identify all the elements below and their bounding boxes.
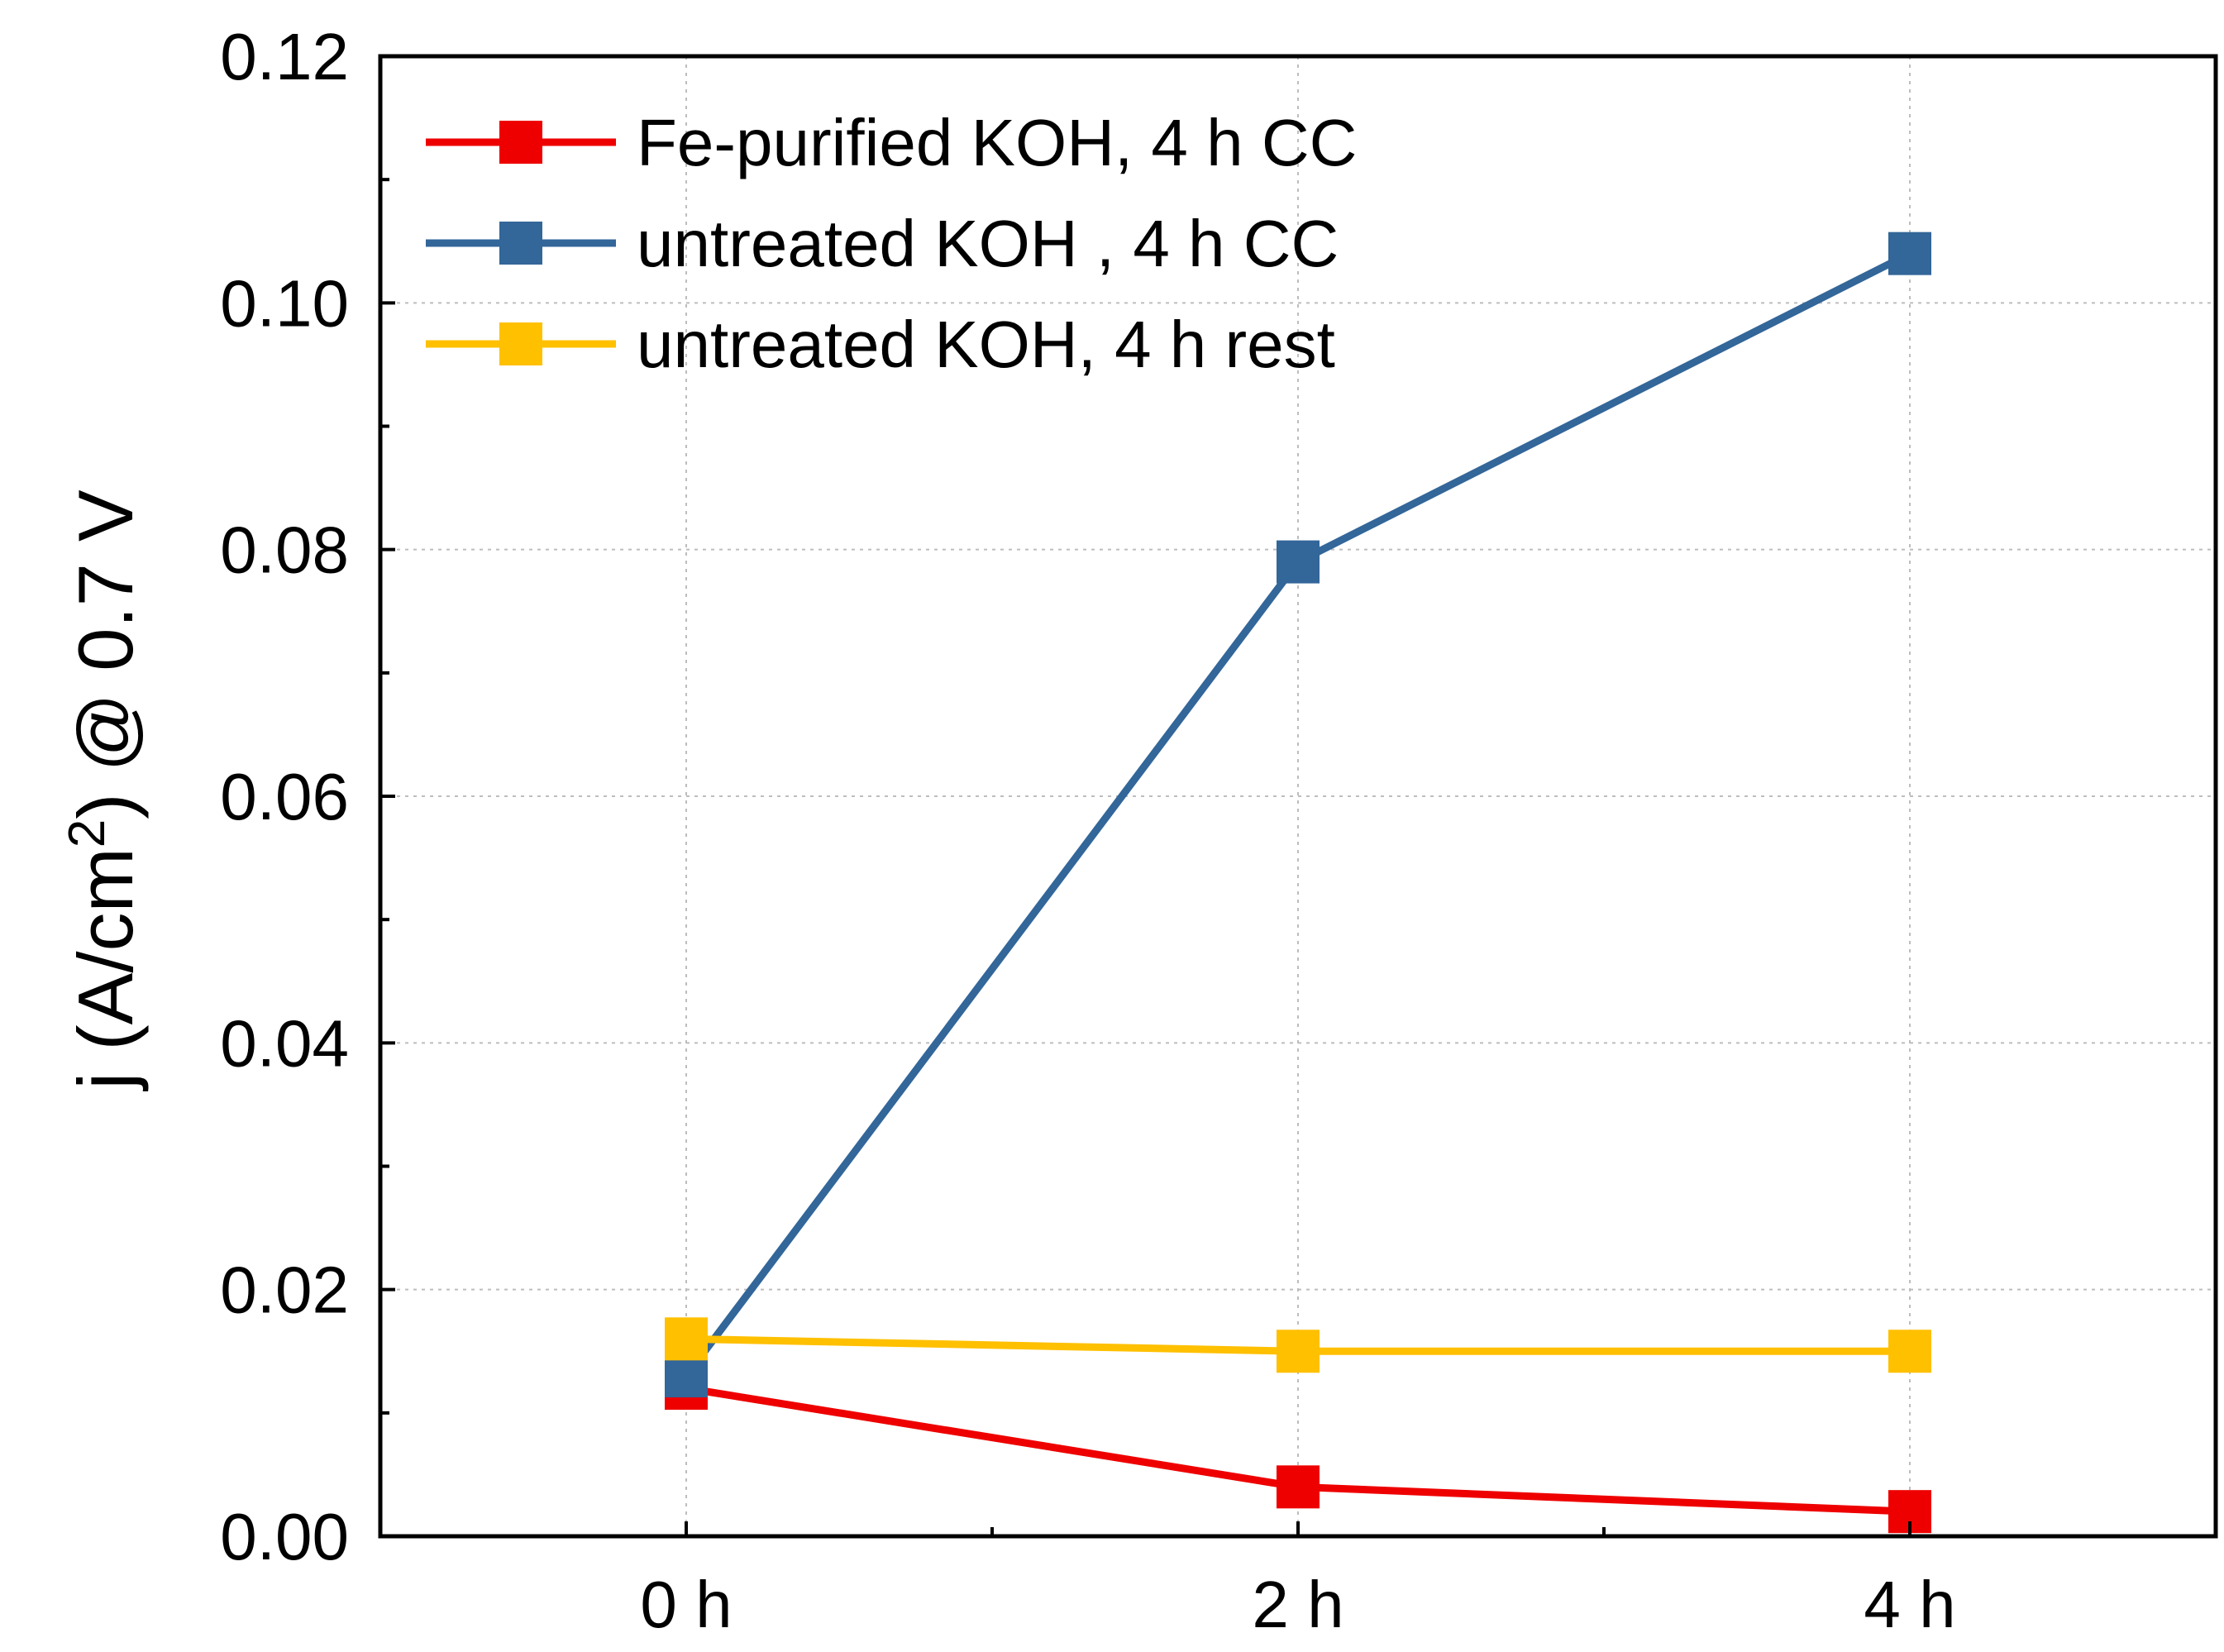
data-point	[665, 1354, 708, 1398]
legend-label: untreated KOH, 4 h rest	[637, 308, 1335, 381]
y-tick-label: 0.00	[220, 1500, 349, 1573]
x-tick-label: 0 h	[640, 1568, 732, 1641]
y-tick-label: 0.04	[220, 1006, 349, 1080]
legend-label: Fe-purified KOH, 4 h CC	[637, 106, 1357, 179]
grid-lines	[380, 56, 2216, 1536]
legend: Fe-purified KOH, 4 h CC untreated KOH , 4…	[426, 106, 1357, 381]
y-tick-label: 0.08	[220, 513, 349, 587]
legend-marker	[499, 322, 542, 365]
axis-ticks	[380, 55, 1911, 1538]
y-tick-label: 0.02	[220, 1253, 349, 1327]
data-point	[1888, 232, 1931, 275]
legend-label: untreated KOH , 4 h CC	[637, 207, 1339, 280]
data-point	[1277, 1330, 1320, 1373]
x-tick-label: 2 h	[1252, 1568, 1343, 1641]
data-point	[1888, 1330, 1931, 1373]
data-point	[1277, 1465, 1320, 1509]
y-tick-label: 0.10	[220, 266, 349, 340]
axis-tick-labels: 0.00 0.02 0.04 0.06 0.08 0.10 0.12 0 h 2 h 4 h	[220, 20, 1955, 1641]
y-axis-title: j (A/cm2) @ 0.7 V	[59, 489, 150, 1092]
y-tick-label: 0.06	[220, 760, 349, 833]
y-axis-title-suffix: ) @ 0.7 V	[62, 489, 149, 819]
data-point	[1277, 540, 1320, 584]
series-markers	[665, 232, 1931, 1534]
data-point	[665, 1317, 708, 1361]
y-tick-label: 0.12	[220, 20, 349, 93]
legend-marker	[499, 222, 542, 265]
legend-marker	[499, 121, 542, 164]
y-axis-title-superscript: 2	[59, 819, 116, 847]
x-tick-label: 4 h	[1864, 1568, 1955, 1641]
y-axis-title-prefix: j (A/cm	[62, 847, 149, 1091]
